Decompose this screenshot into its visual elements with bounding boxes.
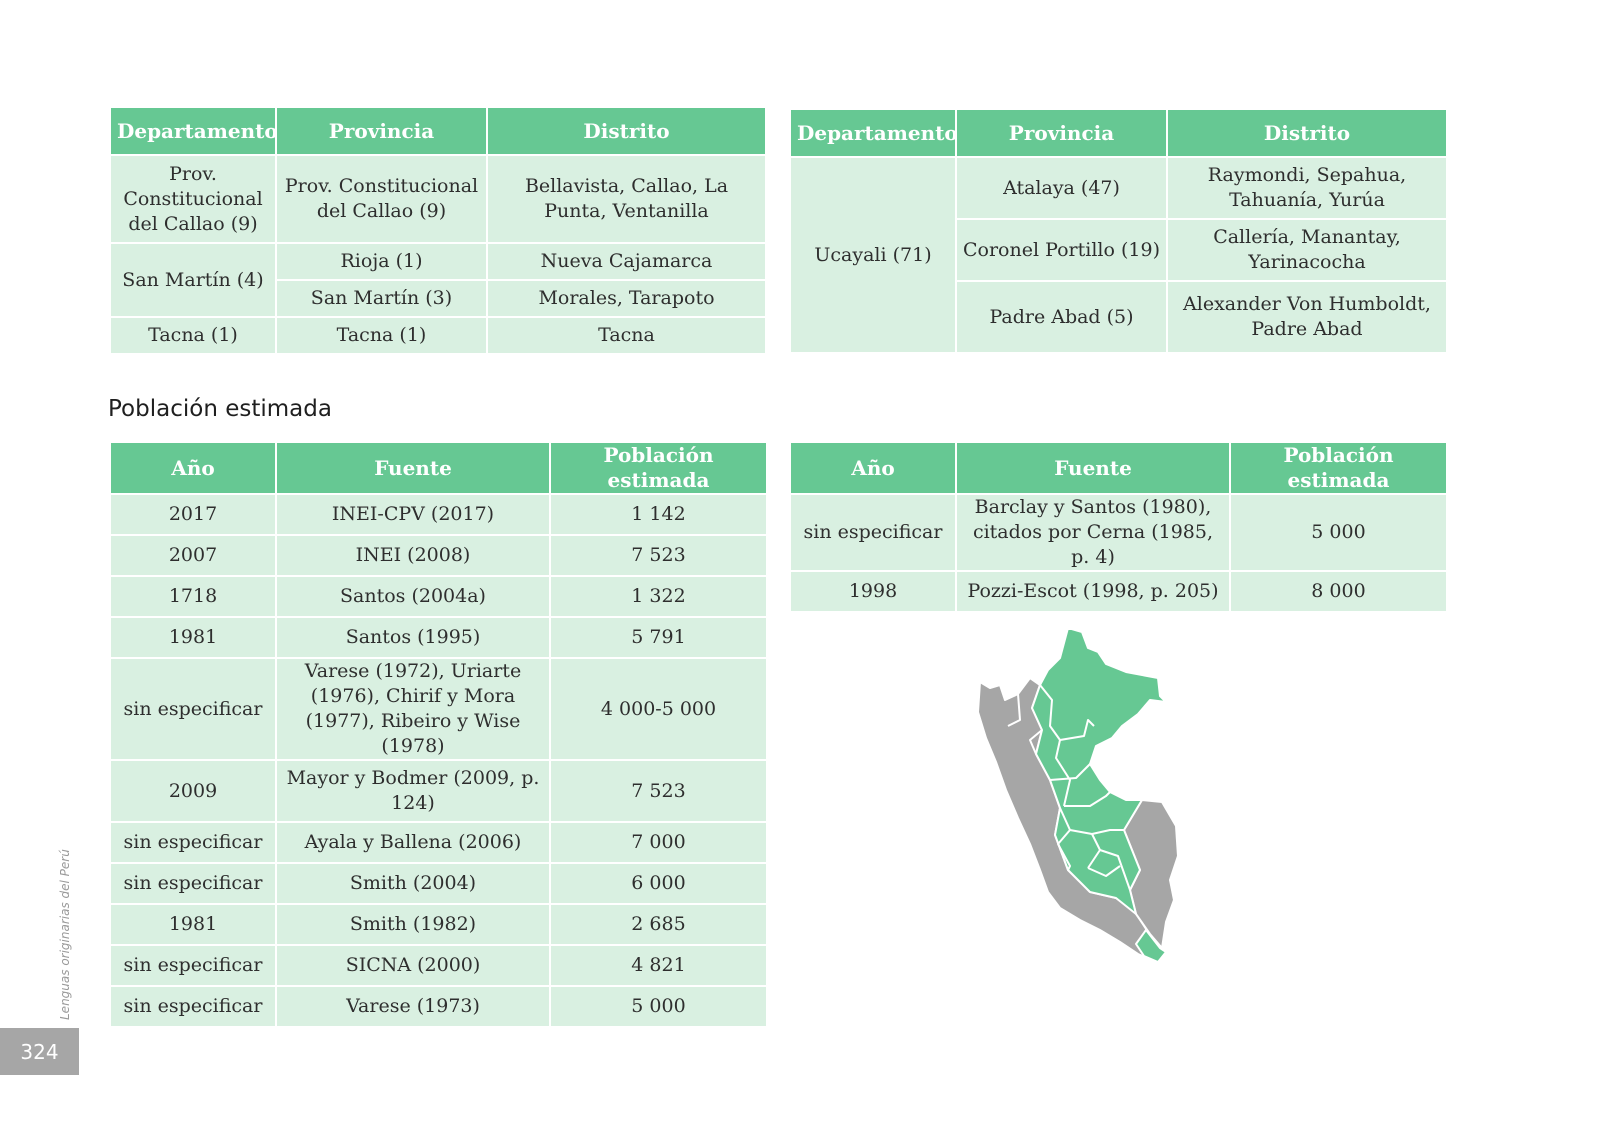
cell-anio: 2017 <box>109 493 277 536</box>
cell-provincia: San Martín (3) <box>275 279 488 318</box>
cell-departamento: San Martín (4) <box>109 242 277 318</box>
header-anio: Año <box>109 441 277 495</box>
cell-anio: sin especificar <box>109 985 277 1028</box>
cell-poblacion: 5 000 <box>1229 493 1448 572</box>
cell-anio: 1998 <box>789 570 957 613</box>
page-number: 324 <box>0 1028 79 1075</box>
cell-provincia: Tacna (1) <box>275 316 488 355</box>
header-poblacion: Población estimada <box>549 441 768 495</box>
cell-fuente: Mayor y Bodmer (2009, p. 124) <box>275 759 551 823</box>
cell-departamento: Prov. Constitucional del Callao (9) <box>109 154 277 244</box>
population-table-left: Año Fuente Población estimada 2017 INEI-… <box>109 441 768 1028</box>
table-row: sin especificar Smith (2004) 6 000 <box>109 862 768 905</box>
table-row: sin especificar SICNA (2000) 4 821 <box>109 944 768 987</box>
cell-anio: 1981 <box>109 616 277 659</box>
header-fuente: Fuente <box>275 441 551 495</box>
population-table-right: Año Fuente Población estimada sin especi… <box>789 441 1448 613</box>
cell-fuente: Barclay y Santos (1980), citados por Cer… <box>955 493 1231 572</box>
header-poblacion: Población estimada <box>1229 441 1448 495</box>
cell-fuente: Santos (2004a) <box>275 575 551 618</box>
location-table-right: Departamento Provincia Distrito Ucayali … <box>789 108 1448 354</box>
header-distrito: Distrito <box>486 106 767 156</box>
cell-anio: 1718 <box>109 575 277 618</box>
cell-anio: sin especificar <box>109 944 277 987</box>
cell-poblacion: 1 142 <box>549 493 768 536</box>
header-distrito: Distrito <box>1166 108 1448 158</box>
cell-poblacion: 8 000 <box>1229 570 1448 613</box>
header-departamento: Departamento <box>109 106 278 156</box>
cell-anio: 1981 <box>109 903 277 946</box>
cell-distrito: Tacna <box>486 316 767 355</box>
table-row: 2009 Mayor y Bodmer (2009, p. 124) 7 523 <box>109 759 768 823</box>
cell-fuente: Smith (2004) <box>275 862 551 905</box>
cell-fuente: INEI (2008) <box>275 534 551 577</box>
cell-poblacion: 7 523 <box>549 759 768 823</box>
cell-anio: sin especificar <box>789 493 957 572</box>
cell-fuente: Pozzi-Escot (1998, p. 205) <box>955 570 1231 613</box>
cell-anio: sin especificar <box>109 862 277 905</box>
cell-distrito: Callería, Manantay, Yarinacocha <box>1166 218 1448 282</box>
cell-distrito: Morales, Tarapoto <box>486 279 767 318</box>
cell-fuente: Smith (1982) <box>275 903 551 946</box>
cell-anio: 2009 <box>109 759 277 823</box>
section-title: Población estimada <box>108 396 332 422</box>
table-row: 1718 Santos (2004a) 1 322 <box>109 575 768 618</box>
cell-poblacion: 6 000 <box>549 862 768 905</box>
table-row: 2017 INEI-CPV (2017) 1 142 <box>109 493 768 536</box>
table-row: 1998 Pozzi-Escot (1998, p. 205) 8 000 <box>789 570 1448 613</box>
cell-anio: 2007 <box>109 534 277 577</box>
side-label: Lenguas originarias del Perú <box>58 849 72 1020</box>
cell-fuente: Varese (1973) <box>275 985 551 1028</box>
table-row: 1981 Smith (1982) 2 685 <box>109 903 768 946</box>
map-region-green <box>1135 929 1167 963</box>
cell-provincia: Prov. Constitucional del Callao (9) <box>275 154 488 244</box>
table-row: sin especificar Varese (1973) 5 000 <box>109 985 768 1028</box>
cell-poblacion: 5 000 <box>549 985 768 1028</box>
cell-provincia: Padre Abad (5) <box>955 280 1168 354</box>
cell-distrito: Raymondi, Sepahua, Tahuanía, Yurúa <box>1166 156 1448 220</box>
header-provincia: Provincia <box>955 108 1168 158</box>
cell-fuente: INEI-CPV (2017) <box>275 493 551 536</box>
cell-anio: sin especificar <box>109 657 277 761</box>
cell-poblacion: 1 322 <box>549 575 768 618</box>
cell-poblacion: 7 000 <box>549 821 768 864</box>
cell-distrito: Bellavista, Callao, La Punta, Ventanilla <box>486 154 767 244</box>
cell-fuente: Santos (1995) <box>275 616 551 659</box>
cell-poblacion: 4 000-5 000 <box>549 657 768 761</box>
header-departamento: Departamento <box>789 108 958 158</box>
table-row: sin especificar Varese (1972), Uriarte (… <box>109 657 768 761</box>
table-row: sin especificar Barclay y Santos (1980),… <box>789 493 1448 572</box>
table-row: sin especificar Ayala y Ballena (2006) 7… <box>109 821 768 864</box>
table-row: 1981 Santos (1995) 5 791 <box>109 616 768 659</box>
cell-distrito: Alexander Von Humboldt, Padre Abad <box>1166 280 1448 354</box>
cell-departamento: Ucayali (71) <box>789 156 957 354</box>
cell-provincia: Atalaya (47) <box>955 156 1168 220</box>
cell-provincia: Rioja (1) <box>275 242 488 281</box>
table-row: 2007 INEI (2008) 7 523 <box>109 534 768 577</box>
cell-poblacion: 4 821 <box>549 944 768 987</box>
cell-poblacion: 2 685 <box>549 903 768 946</box>
cell-poblacion: 7 523 <box>549 534 768 577</box>
location-table-left: Departamento Provincia Distrito Prov. Co… <box>109 106 767 355</box>
cell-departamento: Tacna (1) <box>109 316 277 355</box>
header-fuente: Fuente <box>955 441 1231 495</box>
header-anio: Año <box>789 441 957 495</box>
header-provincia: Provincia <box>275 106 488 156</box>
cell-fuente: Ayala y Ballena (2006) <box>275 821 551 864</box>
peru-map <box>977 630 1179 963</box>
cell-distrito: Nueva Cajamarca <box>486 242 767 281</box>
cell-provincia: Coronel Portillo (19) <box>955 218 1168 282</box>
cell-anio: sin especificar <box>109 821 277 864</box>
cell-poblacion: 5 791 <box>549 616 768 659</box>
cell-fuente: Varese (1972), Uriarte (1976), Chirif y … <box>275 657 551 761</box>
cell-fuente: SICNA (2000) <box>275 944 551 987</box>
